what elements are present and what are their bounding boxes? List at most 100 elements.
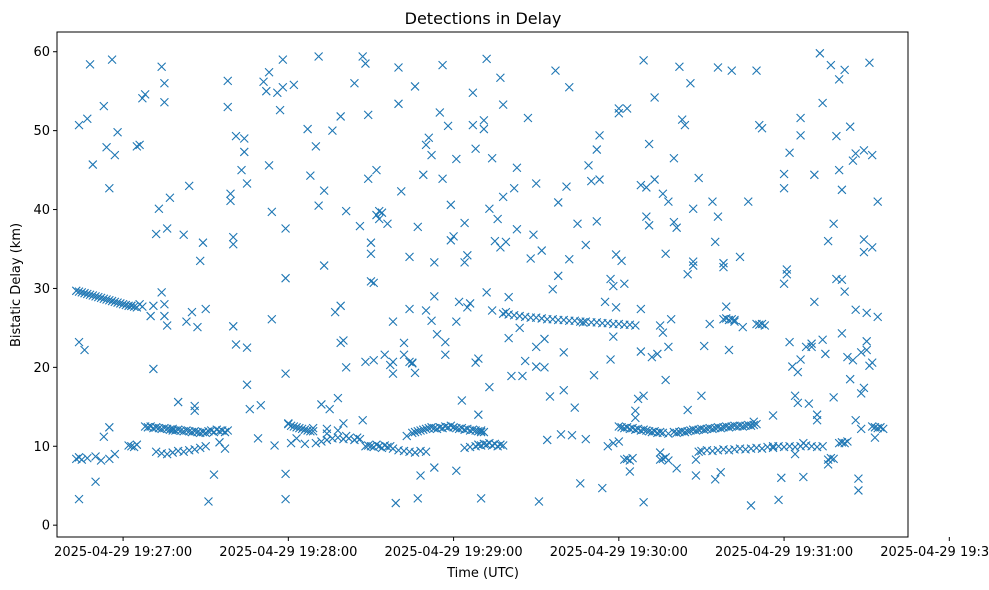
noise-point-303 [686,78,695,88]
noise-point-288 [658,328,668,338]
noise-point-215 [515,323,525,333]
noise-point-380 [845,122,855,132]
noise-point-190 [473,410,483,420]
track_3-point-15 [182,426,191,435]
track_1-point-9 [96,293,106,303]
noise-point-294 [669,217,679,227]
track_4-point-60 [498,441,508,450]
noise-point-13 [91,477,100,487]
noise-point-36 [173,397,183,407]
noise-point-360 [812,415,822,425]
noise-point-26 [157,62,167,72]
noise-point-293 [666,314,676,324]
noise-point-162 [429,258,439,267]
plot-frame [56,31,909,538]
noise-point-111 [341,431,351,441]
noise-point-52 [223,102,233,112]
noise-point-391 [856,347,866,357]
noise-point-251 [592,145,602,154]
noise-point-131 [374,214,384,224]
noise-point-354 [804,399,814,409]
noise-point-17 [132,142,142,151]
noise-point-11 [80,345,89,355]
noise-point-207 [501,237,511,247]
track_4-point-20 [195,443,205,453]
track_1-point-2 [77,288,87,297]
track_3-point-45 [418,425,428,435]
noise-point-338 [779,279,789,289]
noise-point-233 [553,271,563,281]
noise-point-344 [790,449,800,459]
noise-point-143 [399,338,409,348]
noise-point-12 [74,494,84,504]
track_3-point-30 [223,426,233,435]
noise-point-194 [479,124,489,134]
noise-point-116 [355,221,365,231]
noise-point-85 [283,418,293,428]
noise-point-73 [267,207,277,217]
track_3-point-56 [449,422,458,432]
noise-point-189 [473,354,483,364]
noise-point-144 [399,350,409,360]
noise-point-159 [424,133,434,143]
noise-point-104 [333,393,343,403]
noise-point-212 [509,183,519,193]
noise-point-127 [369,355,379,365]
noise-point-232 [553,198,563,207]
noise-point-366 [823,460,833,469]
noise-point-100 [322,429,332,439]
noise-point-28 [160,97,169,107]
noise-point-121 [363,110,373,120]
noise-point-224 [534,497,544,506]
noise-point-176 [451,317,461,326]
track_3-point-78 [641,426,651,435]
noise-point-42 [190,406,200,416]
track_4-point-32 [363,441,373,450]
noise-point-368 [829,392,839,402]
noise-point-129 [372,210,381,220]
noise-point-252 [595,130,604,140]
track_3-point-48 [427,422,436,432]
noise-point-169 [440,337,450,347]
noise-point-146 [405,252,414,262]
noise-point-351 [798,472,808,482]
x-tick-label-0: 2025-04-29 19:27:00 [54,545,192,560]
noise-point-263 [614,104,624,113]
track_3-point-114 [746,421,756,431]
track_1-point-11 [102,295,111,304]
track_1-point-6 [88,291,98,300]
noise-point-372 [834,74,844,84]
noise-point-102 [328,126,337,136]
noise-point-120 [361,357,370,367]
noise-point-186 [468,120,478,130]
noise-point-55 [228,232,238,242]
track_3-point-103 [716,423,726,433]
noise-point-374 [837,275,847,285]
noise-point-371 [832,131,841,141]
track_3-point-68 [614,422,624,431]
noise-point-398 [862,308,872,318]
noise-point-308 [694,173,704,183]
track_4-point-30 [355,434,365,444]
noise-point-213 [512,163,522,173]
noise-point-259 [608,332,618,341]
noise-point-229 [545,392,555,401]
track_4-point-62 [608,438,618,448]
noise-point-14 [99,432,109,442]
track_3-point-120 [876,422,885,432]
noise-point-167 [438,60,447,70]
noise-point-358 [809,297,819,307]
noise-point-395 [859,383,869,393]
track_4-point-19 [190,445,200,454]
noise-point-74 [267,314,277,324]
noise-point-126 [369,278,379,288]
noise-point-269 [630,406,640,416]
noise-point-69 [259,77,268,87]
noise-point-170 [440,350,450,360]
track_2-point-29 [730,315,739,325]
noise-point-218 [523,113,533,123]
noise-point-239 [564,254,574,264]
y-tick-label-2: 20 [33,361,50,376]
noise-point-238 [564,82,574,92]
